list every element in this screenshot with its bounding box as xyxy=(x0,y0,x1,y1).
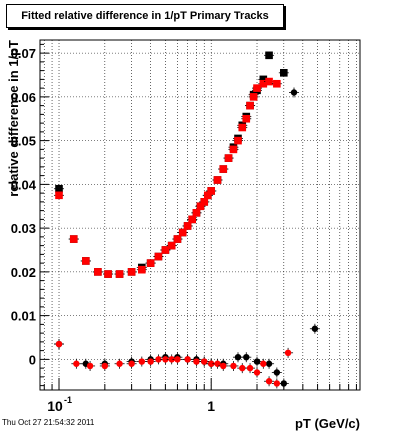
axis-ticks: 0 0.01 0.02 0.03 0.04 0.05 0.06 0.07 10 -1 1 xyxy=(11,43,357,414)
data-point xyxy=(55,340,63,348)
data-point xyxy=(161,246,170,254)
data-point xyxy=(146,259,155,267)
data-point xyxy=(273,380,281,387)
data-point xyxy=(259,75,268,84)
data-point xyxy=(162,356,169,363)
data-point xyxy=(220,362,227,370)
data-point xyxy=(238,123,247,132)
x-tick-label-exponent: -1 xyxy=(64,395,72,405)
data-points xyxy=(54,51,320,389)
data-point xyxy=(55,184,63,193)
y-tick-label: 0.06 xyxy=(11,90,36,105)
data-point xyxy=(184,356,191,363)
x-tick-label: 1 xyxy=(207,398,215,414)
data-point xyxy=(183,222,192,230)
data-point xyxy=(154,252,163,261)
data-point xyxy=(174,356,181,363)
y-axis-label: relative difference in 1/pT xyxy=(6,40,21,197)
data-point xyxy=(290,89,298,96)
y-tick-label: 0.07 xyxy=(11,46,36,61)
y-tick-label: 0.03 xyxy=(11,221,36,236)
data-point xyxy=(242,114,251,123)
data-point xyxy=(104,270,112,278)
data-point xyxy=(280,69,288,77)
data-point xyxy=(188,215,196,224)
data-point xyxy=(200,198,209,206)
data-point xyxy=(213,176,222,184)
data-point xyxy=(55,191,63,200)
data-point xyxy=(94,268,102,276)
data-point xyxy=(265,360,273,367)
timestamp: Thu Oct 27 21:54:32 2011 xyxy=(2,418,95,427)
data-point xyxy=(193,358,200,365)
data-point xyxy=(243,353,250,361)
data-point xyxy=(138,265,146,274)
y-tick-label: 0.02 xyxy=(11,265,36,280)
data-point xyxy=(168,356,175,363)
data-point xyxy=(115,270,124,278)
data-point xyxy=(273,369,281,376)
data-point xyxy=(253,358,261,365)
data-point xyxy=(260,360,267,367)
data-point xyxy=(155,356,162,363)
data-point xyxy=(214,360,221,367)
data-point xyxy=(230,362,237,370)
data-point xyxy=(178,228,187,237)
data-point xyxy=(249,93,258,101)
data-point xyxy=(208,360,215,367)
data-point xyxy=(101,362,109,370)
data-point xyxy=(196,202,205,211)
data-point xyxy=(201,358,208,365)
data-point xyxy=(86,362,94,370)
y-tick-label: 0.01 xyxy=(11,309,36,324)
series-1 xyxy=(54,77,282,278)
data-point xyxy=(311,325,319,332)
data-point xyxy=(253,369,261,376)
data-point xyxy=(253,84,261,92)
y-tick-label: 0.05 xyxy=(11,134,36,149)
data-point xyxy=(167,241,176,250)
data-point xyxy=(69,235,78,243)
x-axis-label: pT (GeV/c) xyxy=(295,416,360,431)
data-point xyxy=(127,268,136,276)
y-tick-label: 0 xyxy=(29,352,36,367)
plot-frame xyxy=(39,39,361,391)
data-point xyxy=(265,378,273,385)
data-point xyxy=(280,380,288,387)
chart-title: Fitted relative difference in 1/pT Prima… xyxy=(6,4,284,28)
y-tick-label: 0.04 xyxy=(11,177,37,192)
data-point xyxy=(219,165,228,173)
data-point xyxy=(234,353,242,361)
data-point xyxy=(204,191,212,200)
data-point xyxy=(229,145,238,154)
data-point xyxy=(138,358,146,365)
data-point xyxy=(192,209,201,217)
series-3 xyxy=(54,339,294,389)
data-point xyxy=(265,77,273,86)
data-point xyxy=(173,235,182,243)
data-point xyxy=(284,349,292,357)
data-point xyxy=(259,79,268,88)
data-point xyxy=(147,358,154,365)
data-point xyxy=(273,79,281,88)
data-point xyxy=(116,360,123,367)
data-point xyxy=(224,154,233,162)
data-point xyxy=(234,136,242,145)
data-point xyxy=(265,51,273,60)
data-point xyxy=(207,187,216,195)
data-point xyxy=(73,360,80,367)
data-point xyxy=(239,364,246,372)
data-point xyxy=(246,101,254,110)
data-point xyxy=(246,364,254,372)
grid xyxy=(40,40,360,390)
data-point xyxy=(128,360,135,367)
data-point xyxy=(82,257,90,265)
x-tick-label: 10 xyxy=(47,398,63,414)
